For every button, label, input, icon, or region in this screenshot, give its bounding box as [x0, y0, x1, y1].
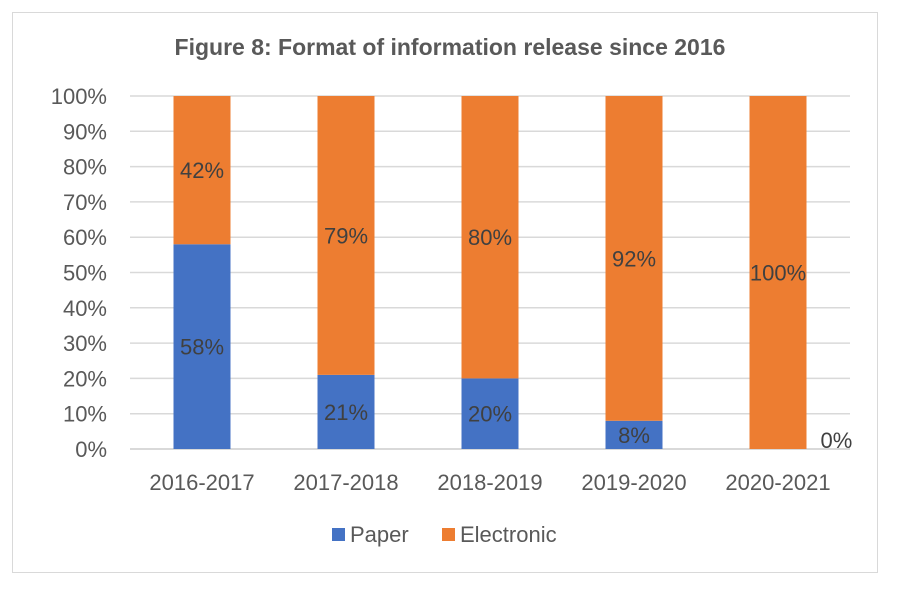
bar-electronic: [461, 96, 519, 379]
x-tick-label: 2020-2021: [725, 470, 830, 495]
data-label: 92%: [612, 246, 656, 271]
legend-label: Electronic: [460, 522, 557, 547]
y-tick-label: 60%: [63, 225, 107, 250]
y-tick-label: 50%: [63, 261, 107, 286]
legend-label: Paper: [350, 522, 409, 547]
data-label: 42%: [180, 158, 224, 183]
y-tick-label: 80%: [63, 155, 107, 180]
bar-electronic: [173, 96, 231, 245]
y-tick-label: 90%: [63, 119, 107, 144]
data-label: 8%: [618, 423, 650, 448]
x-tick-label: 2017-2018: [293, 470, 398, 495]
y-tick-label: 20%: [63, 366, 107, 391]
legend-swatch-electronic: [442, 528, 455, 541]
bar-electronic: [749, 96, 807, 449]
chart-title: Figure 8: Format of information release …: [175, 34, 726, 60]
legend-swatch-paper: [332, 528, 345, 541]
data-label: 100%: [750, 261, 806, 286]
x-tick-label: 2019-2020: [581, 470, 686, 495]
x-tick-label: 2016-2017: [149, 470, 254, 495]
x-tick-label: 2018-2019: [437, 470, 542, 495]
y-tick-label: 10%: [63, 402, 107, 427]
chart-frame: [12, 12, 878, 573]
y-tick-label: 0%: [75, 437, 107, 462]
data-label: 80%: [468, 225, 512, 250]
bar-electronic: [605, 96, 663, 421]
y-tick-label: 40%: [63, 296, 107, 321]
bar-paper: [605, 420, 663, 449]
bar-paper: [173, 244, 231, 449]
data-label: 79%: [324, 223, 368, 248]
bar-paper: [317, 374, 375, 449]
data-label: 0%: [821, 428, 853, 453]
data-label: 21%: [324, 400, 368, 425]
data-label: 58%: [180, 335, 224, 360]
bar-paper: [461, 378, 519, 449]
y-tick-label: 30%: [63, 331, 107, 356]
y-tick-label: 70%: [63, 190, 107, 215]
bar-electronic: [317, 96, 375, 375]
y-tick-label: 100%: [51, 84, 107, 109]
data-label: 20%: [468, 402, 512, 427]
